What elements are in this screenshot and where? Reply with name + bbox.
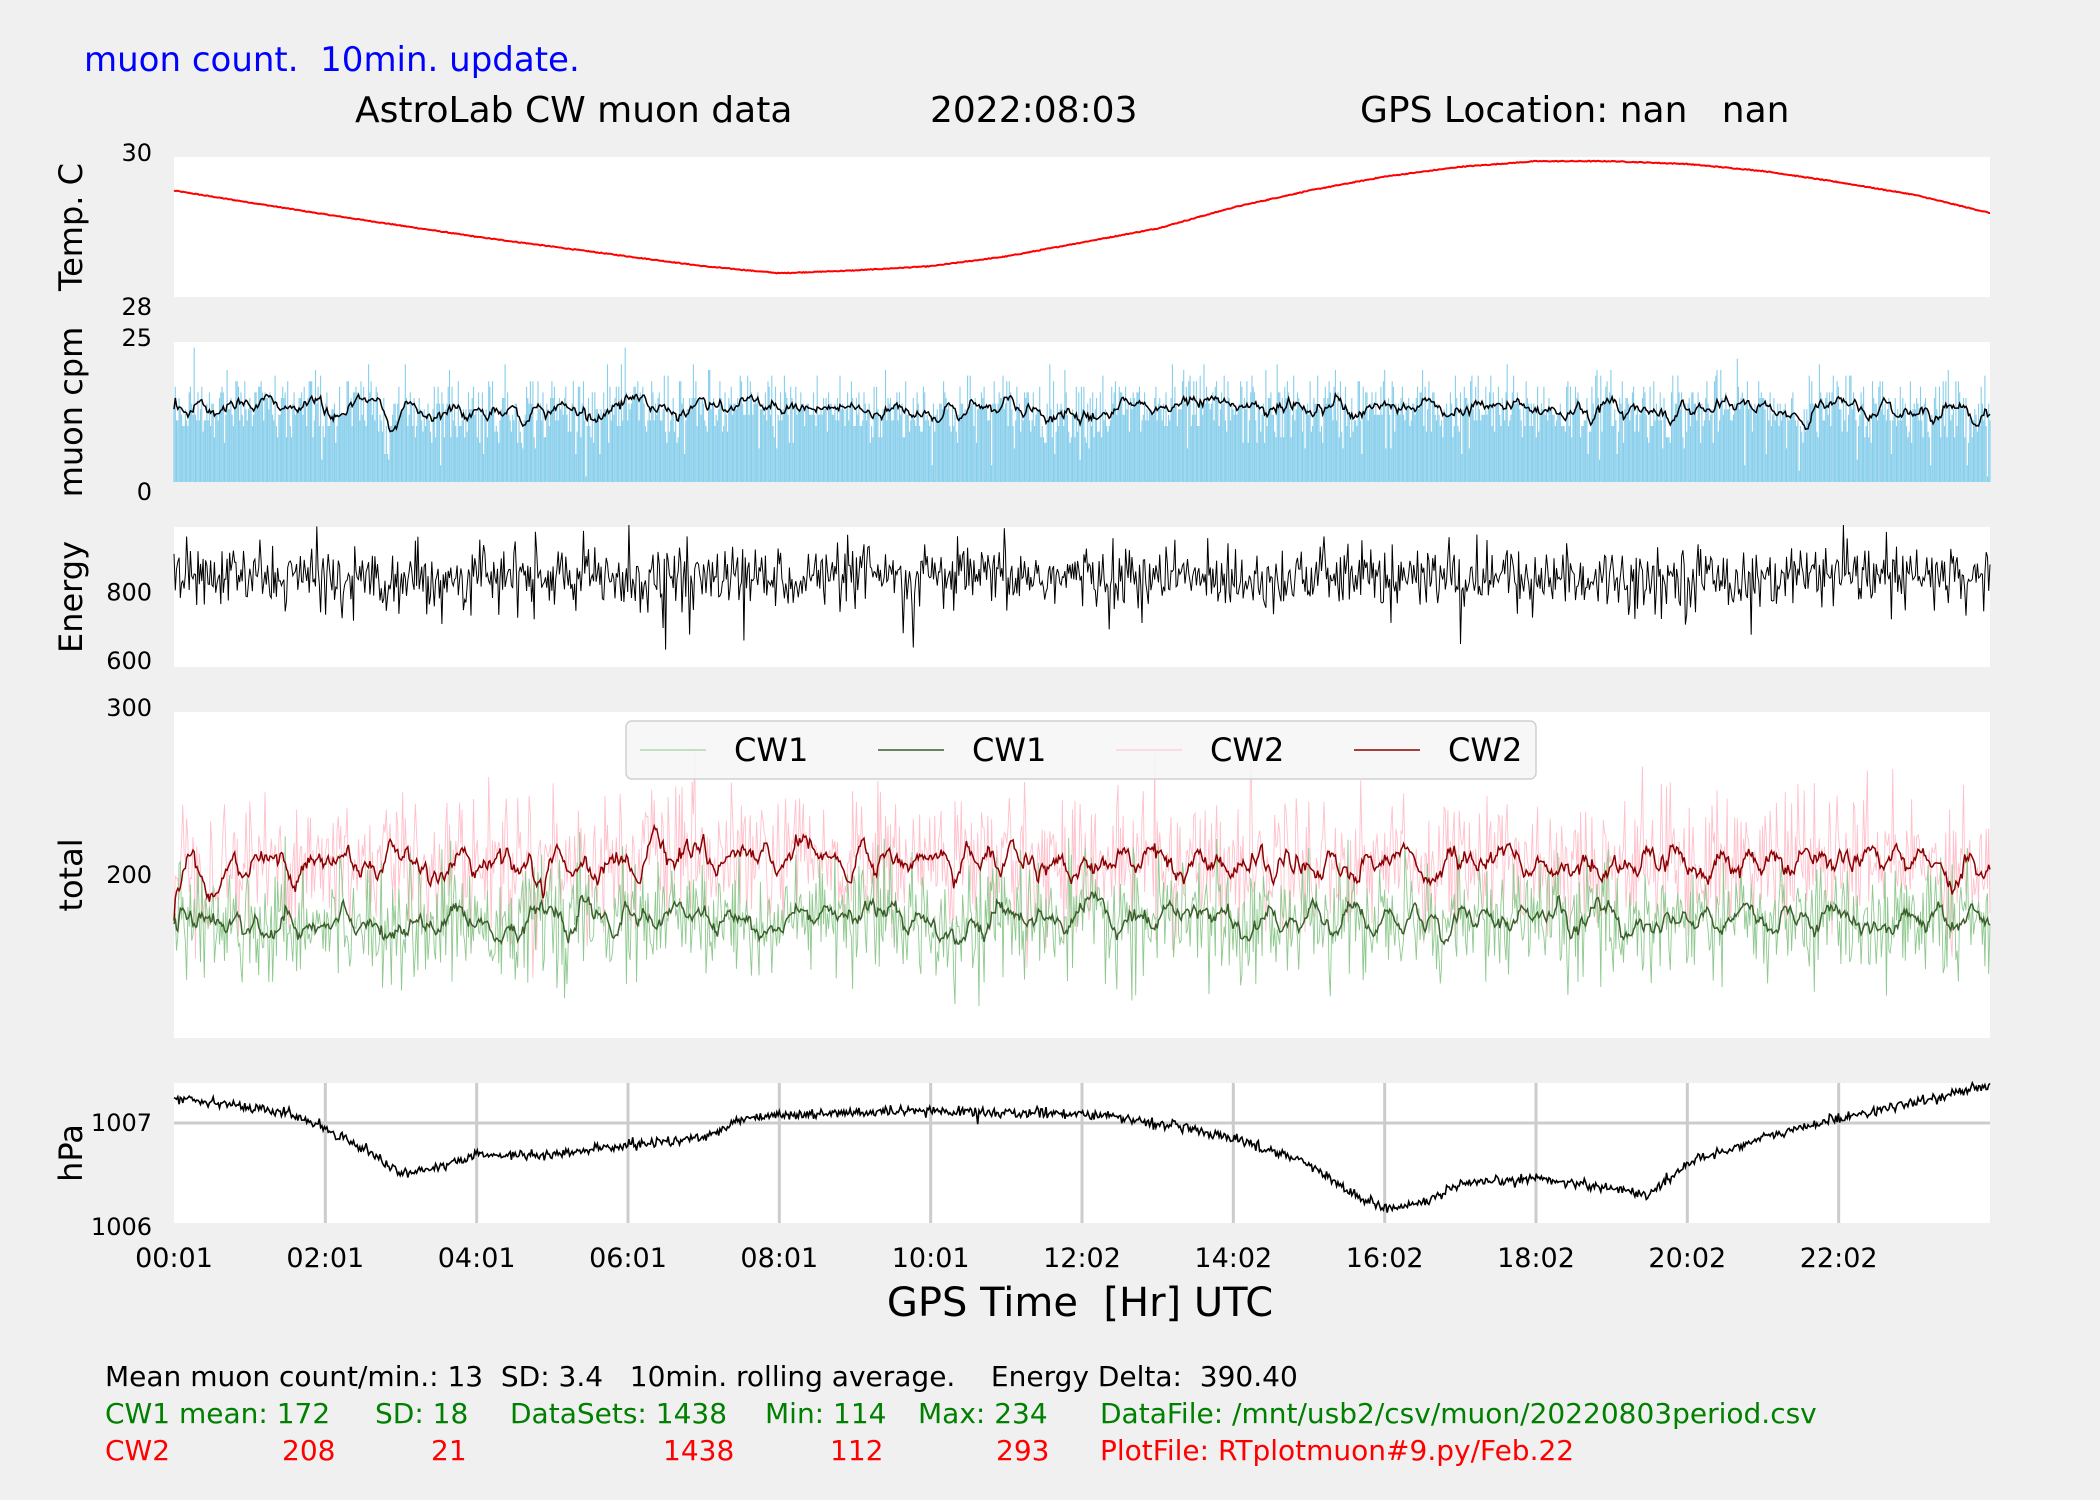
temp-ylabel: Temp. C <box>52 163 90 292</box>
gps-location: GPS Location: nan nan <box>1360 90 1790 131</box>
x-tick-label: 00:01 <box>135 1243 213 1274</box>
legend-box <box>625 720 1537 780</box>
cpm-ylabel: muon cpm <box>52 327 90 498</box>
energy-ytick-600: 600 <box>106 647 152 675</box>
legend: CW1 CW1 CW2 CW2 <box>625 720 1537 780</box>
pressure-ytick-1007: 1007 <box>91 1109 152 1137</box>
legend-label-2: CW1 <box>972 731 1046 769</box>
energy-line <box>173 524 1991 650</box>
cw1-mean: CW1 mean: 172 <box>105 1397 331 1430</box>
x-tick-label: 14:02 <box>1194 1243 1272 1274</box>
cw2-rolling-line <box>173 823 1991 921</box>
total-ytick-200: 200 <box>106 861 152 889</box>
total-ytick-300: 300 <box>106 694 152 722</box>
temp-ytick-bottom: 28 <box>121 293 152 321</box>
pressure-ytick-1006: 1006 <box>91 1213 152 1241</box>
cw1-min: Min: 114 <box>765 1397 887 1430</box>
data-file: DataFile: /mnt/usb2/csv/muon/20220803per… <box>1100 1397 1817 1430</box>
cpm-ytick-bottom: 0 <box>137 478 152 506</box>
plot-file: PlotFile: RTplotmuon#9.py/Feb.22 <box>1100 1434 1575 1467</box>
x-tick-label: 06:01 <box>589 1243 667 1274</box>
temp-panel <box>174 157 1990 297</box>
cpm-rolling-line <box>173 391 1991 433</box>
cpm-ytick-top: 25 <box>121 324 152 352</box>
legend-label-4: CW2 <box>1448 731 1522 769</box>
x-tick-label: 02:01 <box>286 1243 364 1274</box>
cw2-datasets: 1438 <box>663 1434 735 1467</box>
temp-line <box>173 159 1990 275</box>
cw2-mean: 208 <box>282 1434 336 1467</box>
x-tick-label: 10:01 <box>892 1243 970 1274</box>
legend-label-3: CW2 <box>1210 731 1284 769</box>
pressure-grid <box>174 1083 1990 1223</box>
cw1-max: Max: 234 <box>918 1397 1048 1430</box>
cw1-rolling-line <box>173 890 1991 946</box>
cw2-raw-line <box>173 732 1991 979</box>
summary-stats: Mean muon count/min.: 13 SD: 3.4 10min. … <box>105 1360 1298 1393</box>
x-axis-label: GPS Time [Hr] UTC <box>886 1280 1274 1326</box>
x-tick-label: 04:01 <box>438 1243 516 1274</box>
chart-title: AstroLab CW muon data <box>355 90 793 131</box>
pressure-ylabel: hPa <box>52 1124 90 1182</box>
x-tick-label: 08:01 <box>740 1243 818 1274</box>
total-ylabel: total <box>52 838 90 911</box>
temp-ytick-top: 30 <box>121 139 152 167</box>
x-tick-label: 12:02 <box>1043 1243 1121 1274</box>
cpm-bar-series <box>173 347 1991 482</box>
cpm-bars <box>173 347 1991 482</box>
cw2-max: 293 <box>996 1434 1050 1467</box>
cw2-min: 112 <box>830 1434 884 1467</box>
chart-date: 2022:08:03 <box>930 90 1138 131</box>
cw2-sd: 21 <box>431 1434 467 1467</box>
x-tick-label: 20:02 <box>1648 1243 1726 1274</box>
cpm-panel <box>174 342 1990 482</box>
x-tick-label: 16:02 <box>1346 1243 1424 1274</box>
pressure-line <box>173 1080 1991 1213</box>
cw1-datasets: DataSets: 1438 <box>510 1397 728 1430</box>
update-note: muon count. 10min. update. <box>84 40 580 80</box>
energy-ytick-800: 800 <box>106 578 152 606</box>
energy-ylabel: Energy <box>52 541 90 653</box>
legend-label-1: CW1 <box>734 731 808 769</box>
cw1-sd: SD: 18 <box>375 1397 469 1430</box>
x-tick-label: 18:02 <box>1497 1243 1575 1274</box>
cw2-label: CW2 <box>105 1434 171 1467</box>
x-tick-label: 22:02 <box>1800 1243 1878 1274</box>
cw1-raw-line <box>173 832 1991 1007</box>
